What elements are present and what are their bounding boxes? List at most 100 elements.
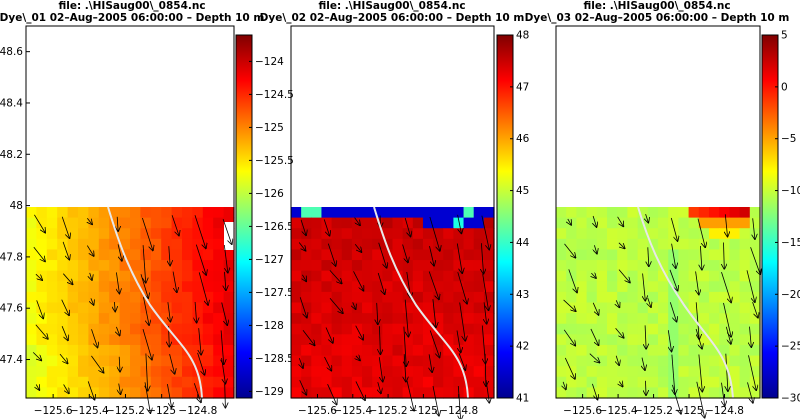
heatmap-cell [202, 249, 214, 261]
heatmap-cell [739, 302, 751, 314]
heatmap-cell [67, 344, 79, 357]
heatmap-cell [88, 366, 100, 378]
heatmap-cell [719, 366, 730, 378]
panel-2-heatmap [291, 207, 495, 399]
heatmap-cell [382, 260, 394, 272]
heatmap-cell [392, 228, 404, 240]
heatmap-cell [67, 260, 79, 272]
current-arrow [300, 219, 306, 235]
heatmap-cell [627, 238, 639, 251]
heatmap-cell [668, 291, 679, 304]
current-arrow [299, 357, 303, 368]
heatmap-cell [433, 217, 444, 229]
heatmap-cell [182, 260, 193, 272]
heatmap-cell [402, 270, 414, 282]
heatmap-cell [36, 281, 48, 293]
heatmap-cell [607, 260, 618, 272]
heatmap-cell [688, 334, 700, 346]
heatmap-cell [130, 355, 141, 367]
current-arrow [32, 352, 41, 360]
heatmap-cell [150, 376, 162, 388]
heatmap-cell [617, 366, 628, 378]
heatmap-cell [678, 366, 690, 378]
heatmap-cell [78, 228, 89, 240]
heatmap-cell [213, 323, 225, 335]
heatmap-cell [473, 334, 485, 346]
heatmap-cell [617, 281, 628, 293]
heatmap-cell [709, 270, 720, 282]
heatmap-cell [412, 376, 424, 388]
heatmap-cell [647, 217, 659, 229]
heatmap-cell [658, 387, 669, 399]
panel-dye03: file: .\HISaug00\_0854.nc Dye\_03 02–Aug… [525, 0, 800, 418]
heatmap-cell [46, 217, 58, 229]
x-tick-label: −125.4 [333, 405, 372, 417]
heatmap-cell [150, 228, 162, 240]
heatmap-cell [171, 207, 183, 219]
heatmap-cell [321, 302, 333, 314]
heatmap-cell [719, 217, 730, 229]
heatmap-cell [637, 366, 649, 378]
heatmap-cell [109, 334, 121, 346]
heatmap-cell [443, 313, 454, 325]
heatmap-cell [433, 387, 444, 399]
heatmap-cell [749, 334, 761, 346]
heatmap-cell [688, 281, 700, 293]
current-arrow [36, 385, 39, 390]
heatmap-cell [109, 217, 121, 229]
heatmap-cell [119, 334, 131, 346]
heatmap-cell [412, 291, 424, 304]
heatmap-cell [698, 281, 710, 293]
current-arrow [91, 298, 94, 305]
heatmap-cell [26, 387, 37, 399]
panel-2-coastline [373, 206, 469, 399]
heatmap-cell [729, 313, 741, 325]
heatmap-cell [291, 238, 302, 251]
heatmap-cell [46, 366, 58, 378]
x-tick-label: −125.2 [369, 405, 408, 417]
heatmap-cell [678, 323, 690, 335]
heatmap-cell [709, 238, 720, 251]
current-arrow [378, 382, 381, 393]
heatmap-cell [171, 344, 183, 357]
current-arrow [197, 352, 205, 375]
heatmap-cell [150, 344, 162, 357]
colorbar-tick-label: −124.5 [255, 89, 294, 101]
heatmap-cell [412, 323, 424, 335]
heatmap-cell [150, 323, 162, 335]
heatmap-cell [57, 376, 69, 388]
heatmap-cell [78, 334, 89, 346]
heatmap-cell [473, 291, 485, 304]
heatmap-cell [719, 291, 730, 304]
current-arrow [356, 356, 360, 361]
heatmap-cell [658, 260, 669, 272]
heatmap-cell [301, 355, 312, 367]
current-arrow [589, 353, 600, 363]
heatmap-cell [301, 249, 312, 261]
heatmap-cell [36, 260, 48, 272]
heatmap-cell [36, 207, 48, 219]
heatmap-cell [402, 302, 414, 314]
heatmap-cell [161, 260, 173, 272]
heatmap-cell [311, 376, 323, 388]
current-arrow [353, 271, 364, 290]
heatmap-cell [576, 270, 588, 282]
heatmap-cell [26, 313, 37, 325]
heatmap-cell [321, 207, 333, 219]
heatmap-cell [688, 387, 700, 399]
heatmap-cell [586, 260, 598, 272]
heatmap-cell [202, 344, 214, 357]
heatmap-cell [171, 366, 183, 378]
heatmap-cell [202, 217, 214, 229]
current-arrow [404, 217, 410, 236]
current-arrow [225, 271, 226, 290]
x-tick-label: −125 [675, 405, 704, 417]
heatmap-cell [719, 281, 730, 293]
current-arrow [486, 380, 489, 403]
heatmap-cell [617, 313, 628, 325]
heatmap-cell [192, 270, 204, 282]
current-arrow [91, 355, 103, 373]
heatmap-cell [392, 207, 404, 219]
heatmap-cell [88, 291, 100, 304]
heatmap-cell [301, 238, 312, 251]
